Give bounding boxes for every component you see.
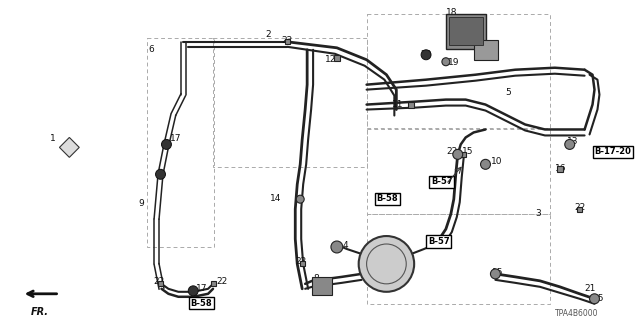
Bar [557,166,563,172]
Text: TPA4B6000: TPA4B6000 [555,309,598,318]
Text: 22: 22 [575,203,586,212]
Circle shape [331,241,343,253]
Bar [446,14,486,49]
Text: 16: 16 [555,164,566,173]
Circle shape [453,149,463,159]
Bar [211,281,216,286]
Bar [213,38,367,167]
Bar [577,207,582,212]
Text: 20: 20 [420,50,431,59]
Text: B-57: B-57 [428,237,450,246]
Bar [408,101,414,108]
Circle shape [564,140,575,149]
Bar [461,152,466,157]
Circle shape [589,294,600,304]
Text: 17: 17 [170,134,182,143]
Bar [312,277,332,295]
Text: 14: 14 [269,194,281,203]
Text: 2: 2 [266,30,271,39]
Text: 1: 1 [49,134,55,143]
Text: 11: 11 [392,100,404,108]
Bar [334,55,340,61]
Bar [367,214,550,304]
Circle shape [481,159,490,169]
Polygon shape [60,137,79,157]
Text: 12: 12 [325,55,337,64]
Text: 15: 15 [461,148,473,156]
Circle shape [156,169,166,179]
Circle shape [490,269,500,279]
Bar [300,261,305,267]
Text: 15: 15 [593,294,604,303]
Text: B-58: B-58 [376,194,398,203]
Text: 22: 22 [154,277,165,286]
Bar [158,281,163,286]
Bar [147,38,214,247]
Bar [285,39,290,44]
Text: 4: 4 [343,241,348,250]
Circle shape [421,50,431,60]
Text: B-58: B-58 [190,299,212,308]
Text: 22: 22 [295,257,307,266]
Circle shape [442,58,450,66]
Text: 6: 6 [148,45,154,54]
Text: 21: 21 [584,284,596,293]
Text: 17: 17 [196,284,208,293]
Text: 22: 22 [216,277,227,286]
Text: 10: 10 [490,157,502,166]
Text: B-57: B-57 [431,177,452,186]
Circle shape [296,195,304,203]
Text: 18: 18 [446,8,458,17]
Text: B-17-20: B-17-20 [595,148,632,156]
Text: FR.: FR. [31,307,49,317]
Circle shape [161,140,172,149]
Text: 5: 5 [506,88,511,97]
Circle shape [188,286,198,296]
Text: 9: 9 [139,199,145,208]
Text: 13: 13 [567,137,579,147]
Text: 22: 22 [447,148,458,156]
Text: 15: 15 [492,268,504,277]
Bar [367,130,550,214]
Text: 7: 7 [477,44,483,53]
Text: 3: 3 [535,209,541,218]
Text: 8: 8 [313,274,319,283]
Text: 19: 19 [448,58,460,67]
Bar [449,17,483,45]
Bar [367,14,550,128]
Bar [474,40,499,60]
Text: 22: 22 [282,36,292,45]
Circle shape [358,236,414,292]
